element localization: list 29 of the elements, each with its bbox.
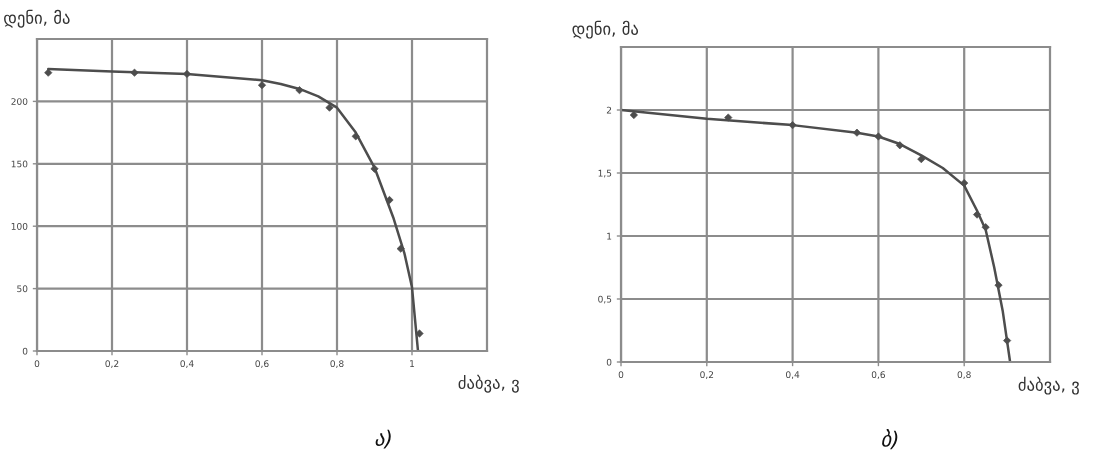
point (994, 281, 1003, 290)
x-tick-label: 0,4 (786, 371, 800, 379)
y-tick-label: 200 (11, 98, 28, 105)
x-tick-label: 1 (410, 360, 415, 367)
x-tick-label: 0 (618, 371, 624, 379)
point (385, 195, 394, 205)
x-tick-label: 0,2 (700, 371, 714, 379)
text: ა) (375, 429, 391, 449)
text: ბ) (882, 429, 898, 450)
y-axis-title: დენი, მა (4, 9, 70, 28)
x-tick-label: 0,8 (957, 371, 971, 379)
x-tick-label: 0,6 (871, 371, 886, 379)
y-tick-label: 50 (17, 285, 28, 293)
x-tick-label: 0,8 (330, 360, 344, 368)
x-axis-title: ძაბვა, ვ (458, 374, 519, 393)
y-tick-label: 100 (11, 222, 28, 230)
x-tick-label: 0,4 (180, 360, 194, 368)
y-tick-label: 0,5 (598, 295, 612, 304)
x-tick-label: 0,2 (105, 360, 119, 368)
y-axis-title: დენი, მა (572, 20, 639, 39)
y-tick-label: 150 (11, 160, 28, 168)
x-axis-title: ძაბვა, ვ (1018, 376, 1079, 395)
y-tick-label: 0 (22, 347, 28, 355)
x-tick-label: 0 (34, 360, 40, 368)
line-series (621, 108, 1012, 362)
x-tick-label: 0,6 (255, 360, 269, 368)
y-tick-label: 1 (607, 232, 612, 240)
y-tick-label: 1,5 (598, 169, 612, 178)
y-tick-label: 2 (606, 106, 612, 114)
